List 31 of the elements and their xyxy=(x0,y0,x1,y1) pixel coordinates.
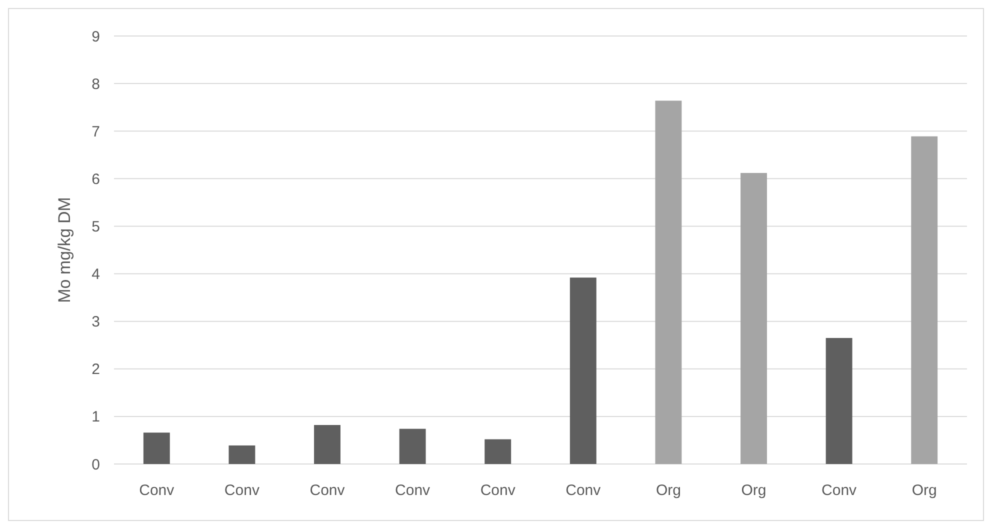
y-tick-label: 0 xyxy=(92,456,100,474)
x-tick-label: Org xyxy=(656,482,681,499)
bar xyxy=(740,172,767,464)
x-tick-label: Conv xyxy=(822,482,858,499)
y-tick-label: 3 xyxy=(92,314,100,331)
bar xyxy=(484,439,512,464)
y-tick-label: 7 xyxy=(92,123,100,140)
x-tick-label: Org xyxy=(741,482,766,499)
x-tick-label: Conv xyxy=(224,482,260,499)
x-tick-label: Conv xyxy=(310,482,346,499)
y-tick-label: 4 xyxy=(92,266,100,284)
bar xyxy=(399,428,426,464)
bar xyxy=(570,278,596,464)
x-tick-label: Org xyxy=(912,482,937,499)
y-tick-label: 1 xyxy=(92,408,100,426)
x-tick-label: Conv xyxy=(566,482,602,499)
bar xyxy=(911,136,938,464)
bar xyxy=(655,100,682,464)
bar xyxy=(314,425,340,464)
x-tick-label: Conv xyxy=(395,482,431,499)
bar xyxy=(143,432,170,464)
bar xyxy=(228,445,256,464)
y-tick-label: 9 xyxy=(92,28,100,46)
y-tick-label: 2 xyxy=(92,361,100,378)
x-tick-label: Conv xyxy=(480,482,516,499)
x-tick-label: Conv xyxy=(139,482,175,499)
y-tick-label: 5 xyxy=(92,218,100,236)
y-axis-title: Mo mg/kg DM xyxy=(55,197,74,303)
y-tick-label: 6 xyxy=(92,170,100,188)
bar xyxy=(826,338,852,464)
y-tick-label: 8 xyxy=(92,76,100,93)
